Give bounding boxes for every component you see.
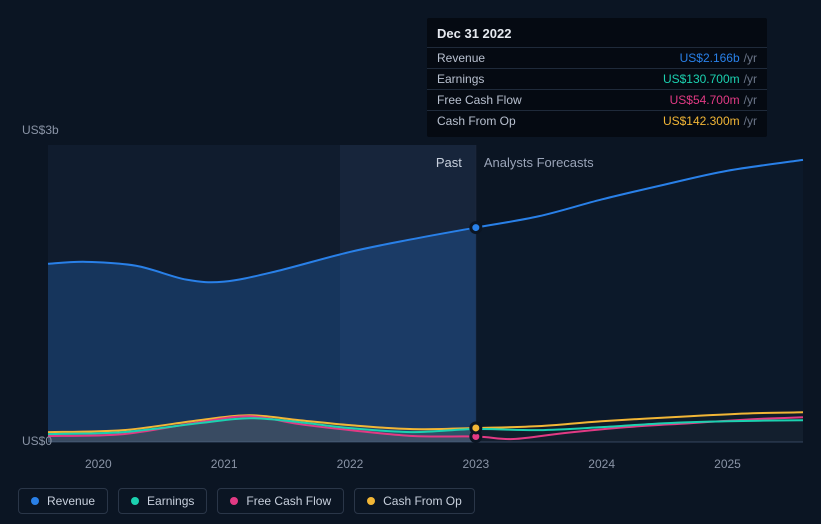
x-axis-label-2023: 2023 (462, 457, 489, 471)
legend-label: Free Cash Flow (246, 494, 331, 508)
legend-item-earnings[interactable]: Earnings (118, 488, 207, 514)
y-axis-label-0: US$0 (22, 434, 52, 448)
tooltip-suffix: /yr (744, 51, 757, 65)
legend-dot-icon (31, 497, 39, 505)
tooltip-label: Earnings (437, 72, 663, 86)
marker-revenue (471, 223, 481, 233)
tooltip-row-3: Cash From OpUS$142.300m/yr (427, 110, 767, 131)
tooltip-row-0: RevenueUS$2.166b/yr (427, 47, 767, 68)
tooltip-value: US$2.166b (680, 51, 740, 65)
y-axis-label-max: US$3b (22, 123, 59, 137)
tooltip-value: US$142.300m (663, 114, 740, 128)
tooltip-date: Dec 31 2022 (427, 24, 767, 47)
x-axis-label-2024: 2024 (588, 457, 615, 471)
forecast-label: Analysts Forecasts (484, 155, 594, 170)
chart-legend: Revenue Earnings Free Cash Flow Cash From O… (18, 488, 475, 514)
tooltip-label: Cash From Op (437, 114, 663, 128)
tooltip-row-1: EarningsUS$130.700m/yr (427, 68, 767, 89)
legend-item-cfo[interactable]: Cash From Op (354, 488, 475, 514)
chart-container: Past Analysts Forecasts Dec 31 2022 Reve… (0, 0, 821, 524)
legend-dot-icon (230, 497, 238, 505)
past-label: Past (436, 155, 462, 170)
tooltip-label: Revenue (437, 51, 680, 65)
legend-label: Cash From Op (383, 494, 462, 508)
legend-item-revenue[interactable]: Revenue (18, 488, 108, 514)
tooltip-suffix: /yr (744, 93, 757, 107)
x-axis-label-2025: 2025 (714, 457, 741, 471)
chart-tooltip: Dec 31 2022 RevenueUS$2.166b/yrEarningsU… (427, 18, 767, 137)
x-axis-label-2022: 2022 (337, 457, 364, 471)
tooltip-label: Free Cash Flow (437, 93, 670, 107)
legend-label: Earnings (147, 494, 194, 508)
legend-item-fcf[interactable]: Free Cash Flow (217, 488, 344, 514)
tooltip-value: US$54.700m (670, 93, 740, 107)
marker-cfo (471, 423, 481, 433)
x-axis-label-2020: 2020 (85, 457, 112, 471)
tooltip-row-2: Free Cash FlowUS$54.700m/yr (427, 89, 767, 110)
tooltip-suffix: /yr (744, 114, 757, 128)
tooltip-value: US$130.700m (663, 72, 740, 86)
x-axis-label-2021: 2021 (211, 457, 238, 471)
tooltip-suffix: /yr (744, 72, 757, 86)
legend-label: Revenue (47, 494, 95, 508)
legend-dot-icon (367, 497, 375, 505)
legend-dot-icon (131, 497, 139, 505)
